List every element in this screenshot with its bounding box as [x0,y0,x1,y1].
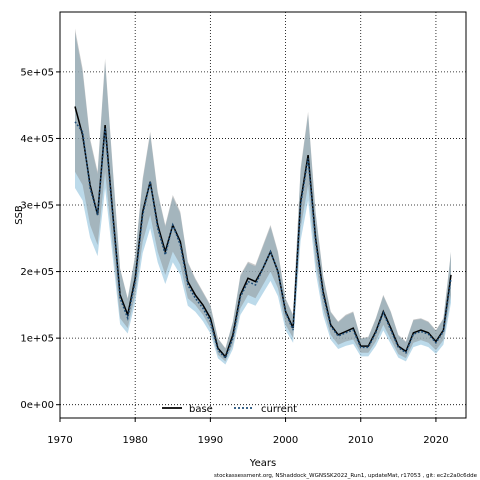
y-axis: 0e+00 1e+05 2e+05 3e+05 4e+05 5e+05 [20,67,60,411]
footer-source: stockassessment.org, NShaddock_WGNSSK202… [214,473,478,479]
x-tick-label: 2020 [423,435,448,446]
current-confidence-band [75,32,451,365]
series-lines [74,106,452,360]
y-tick-label: 3e+05 [20,201,54,212]
legend: base current [162,404,297,415]
confidence-bands [75,28,451,365]
y-tick-label: 4e+05 [20,134,54,145]
y-tick-label: 0e+00 [20,400,54,411]
base-confidence-band [75,28,451,362]
legend-label-current: current [261,404,297,415]
x-tick-label: 2000 [273,435,298,446]
x-tick-label: 1980 [122,435,147,446]
legend-label-base: base [189,404,213,415]
x-tick-label: 1990 [198,435,223,446]
y-tick-label: 1e+05 [20,334,54,345]
x-tick-label: 2010 [348,435,373,446]
x-axis-title: Years [249,458,276,469]
x-tick-label: 1970 [47,435,72,446]
plot-frame [59,11,467,419]
y-axis-title: SSB [14,205,25,225]
current-series-line [74,121,452,360]
x-axis: 1970 1980 1990 2000 2010 2020 [47,418,449,446]
base-series-line [74,106,452,359]
y-tick-label: 2e+05 [20,267,54,278]
y-tick-label: 5e+05 [20,67,54,78]
